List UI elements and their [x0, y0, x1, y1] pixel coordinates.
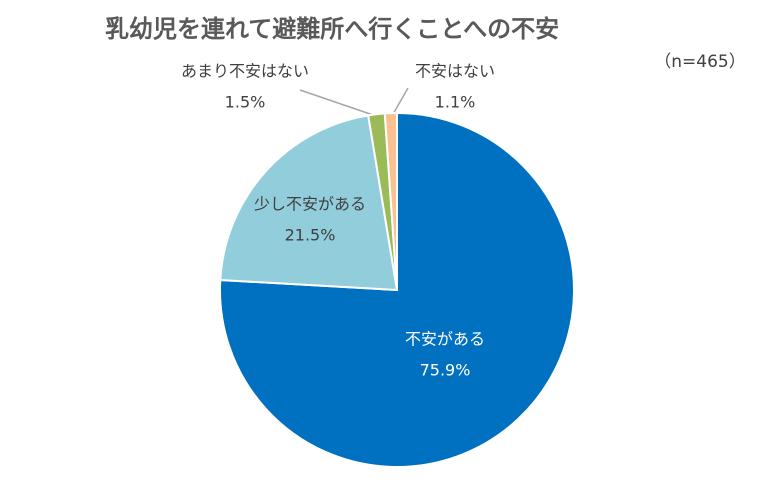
chart-title: 乳幼児を連れて避難所へ行くことへの不安: [105, 15, 559, 43]
slice-value-label: 75.9%: [420, 361, 471, 380]
chart-subtitle: （n=465）: [654, 52, 745, 72]
slice-value-label: 1.1%: [435, 93, 476, 112]
slice-value-label: 21.5%: [285, 226, 336, 245]
leader-line: [299, 89, 377, 117]
pie-slice: [219, 114, 399, 292]
slice-label: あまり不安はない: [181, 62, 309, 81]
slice-label: 不安がある: [405, 330, 485, 349]
pie-slice: [383, 111, 398, 291]
slice-label: 不安はない: [415, 62, 495, 81]
slice-value-label: 1.5%: [225, 93, 266, 112]
pie-slice: [219, 111, 575, 468]
slice-label: 少し不安がある: [254, 195, 366, 214]
leader-line: [391, 87, 409, 117]
